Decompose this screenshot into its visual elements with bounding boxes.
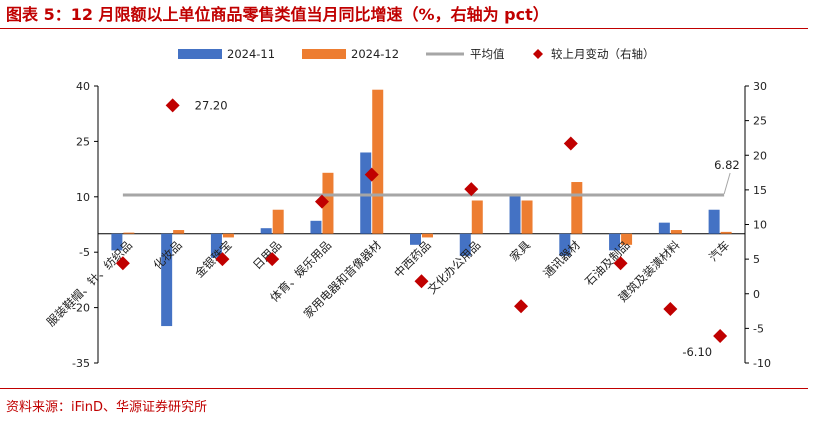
bar-2024-12: [222, 233, 234, 238]
category-label: 家具: [507, 238, 534, 265]
bar-2024-12: [422, 233, 433, 238]
bar-2024-12: [571, 182, 583, 234]
change-marker: [165, 98, 180, 113]
bar-2024-11: [658, 222, 670, 234]
bar-2024-12: [720, 231, 732, 234]
bar-2024-11: [210, 233, 222, 258]
right-tick-label: 0: [753, 288, 760, 301]
legend-swatch-change: [533, 49, 543, 59]
chart: 402510-5-20-35302520151050-5-10服装鞋帽、针、纺织…: [44, 47, 771, 370]
chart-title: 图表 5：12 月限额以上单位商品零售类值当月同比增速（%，右轴为 pct）: [6, 5, 549, 24]
title-rule: [0, 28, 808, 29]
bar-2024-11: [708, 209, 720, 234]
right-tick-label: 25: [753, 115, 767, 128]
bar-2024-11: [559, 233, 571, 256]
left-tick-label: -5: [79, 246, 90, 259]
change-marker: [265, 252, 280, 267]
change-marker: [414, 274, 429, 289]
change-marker: [364, 167, 379, 182]
bar-2024-12: [272, 209, 284, 234]
change-marker: [663, 301, 678, 316]
right-tick-label: 15: [753, 184, 767, 197]
category-label: 日用品: [250, 238, 284, 272]
annotation-label: 27.20: [195, 98, 228, 112]
change-marker: [713, 328, 728, 343]
change-marker: [514, 299, 529, 314]
source-rule: [0, 388, 808, 389]
category-label: 汽车: [706, 238, 732, 264]
annotation-label: -6.10: [682, 345, 712, 359]
bar-2024-11: [111, 233, 123, 251]
bar-2024-12: [521, 200, 533, 234]
legend-swatch-2024-12: [302, 49, 346, 59]
left-tick-label: 10: [76, 191, 90, 204]
bar-2024-11: [410, 233, 421, 245]
change-marker: [314, 194, 329, 209]
right-tick-label: -10: [753, 357, 771, 370]
right-tick-label: 5: [753, 253, 760, 266]
bar-2024-11: [260, 228, 272, 234]
right-tick-label: 20: [753, 149, 767, 162]
legend-label: 平均值: [470, 47, 505, 61]
bar-2024-11: [161, 233, 173, 327]
change-marker: [563, 136, 578, 151]
left-tick-label: -20: [72, 302, 90, 315]
bar-2024-12: [670, 230, 682, 234]
bar-2024-12: [471, 200, 483, 234]
right-tick-label: 30: [753, 80, 767, 93]
legend-swatch-2024-11: [178, 49, 222, 59]
annotation-leader: [723, 172, 731, 195]
category-label: 文化办公用品: [425, 238, 484, 297]
change-marker: [464, 182, 479, 197]
annotation-label: 6.82: [714, 158, 740, 172]
right-tick-label: -5: [753, 322, 764, 335]
change-marker: [215, 252, 230, 267]
legend: 2024-11 2024-12 平均值 较上月变动（右轴）: [178, 47, 655, 61]
bar-2024-11: [459, 233, 471, 256]
left-tick-label: 25: [76, 135, 90, 148]
change-marker: [613, 256, 628, 271]
legend-label: 较上月变动（右轴）: [551, 47, 655, 61]
bar-2024-12: [123, 232, 135, 234]
legend-label: 2024-12: [351, 47, 399, 61]
bar-2024-12: [322, 172, 334, 234]
bar-2024-11: [609, 233, 621, 251]
bar-2024-12: [621, 233, 633, 245]
bar-2024-12: [372, 89, 384, 234]
right-tick-label: 10: [753, 219, 767, 232]
left-tick-label: -35: [72, 357, 90, 370]
bar-2024-11: [360, 152, 372, 234]
bar-2024-11: [310, 220, 322, 234]
source-note: 资料来源：iFinD、华源证券研究所: [6, 400, 208, 415]
legend-label: 2024-11: [227, 47, 275, 61]
change-marker: [115, 256, 130, 271]
bar-2024-12: [173, 230, 185, 234]
left-tick-label: 40: [76, 80, 90, 93]
bar-2024-11: [509, 194, 521, 234]
